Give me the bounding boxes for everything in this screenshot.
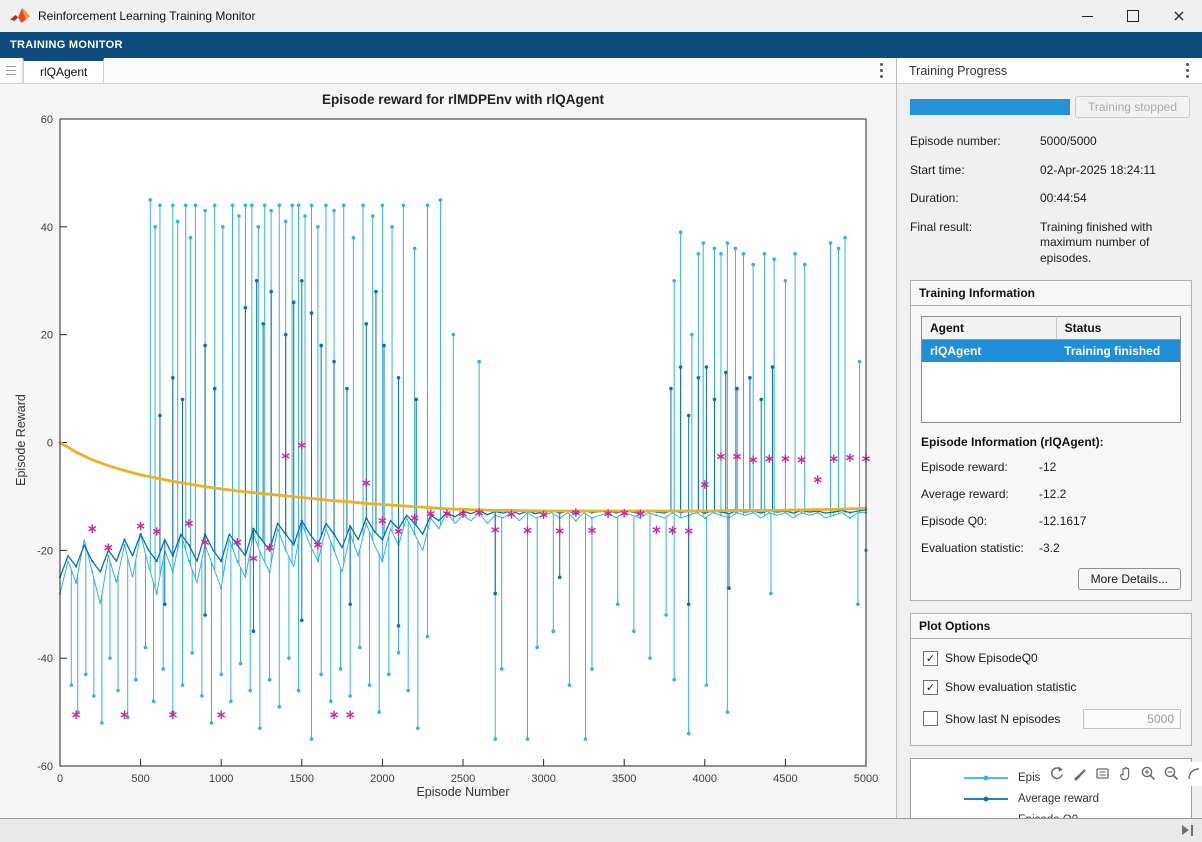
ribbon-tab-training-monitor[interactable]: TRAINING MONITOR [10, 39, 123, 51]
last-n-episodes-input[interactable] [1083, 709, 1181, 729]
brush-icon[interactable] [1068, 764, 1091, 784]
plot-options-header: Plot Options [911, 614, 1191, 639]
window-title: Reinforcement Learning Training Monitor [38, 9, 255, 23]
training-reward-plot[interactable]: 0 500 1000 1500 2000 2500 3000 3500 4000 4500 5000… [0, 84, 897, 818]
zoom-in-icon[interactable] [1137, 764, 1160, 784]
svg-text:0: 0 [47, 438, 53, 450]
chart-pane: Episode reward for rlMDPEnv with rlQAgen… [0, 84, 896, 818]
tabstrip-kebab-icon[interactable] [880, 63, 884, 79]
panel-header: Training Progress [897, 58, 1202, 84]
option-show-episodeq0: Show EpisodeQ0 [923, 651, 1181, 666]
datatips-icon[interactable] [1091, 764, 1114, 784]
field-episode-reward: Episode reward: -12 [921, 460, 1181, 474]
svg-text:1500: 1500 [290, 773, 314, 785]
window-controls: × [1064, 0, 1202, 32]
svg-text:-20: -20 [37, 545, 53, 557]
ribbon-toolstrip: TRAINING MONITOR [0, 32, 1202, 58]
legend-item-average-reward: Average reward [911, 789, 1191, 810]
table-empty-area [922, 362, 1181, 423]
svg-text:60: 60 [41, 114, 53, 126]
show-evaluation-statistic-checkbox[interactable] [923, 680, 938, 695]
training-information-group: Training Information Agent Status rlQAge… [910, 280, 1192, 601]
main-content: rlQAgent Episode reward for rlMDPEnv wit… [0, 58, 1202, 818]
field-episode-number: Episode number: 5000/5000 [910, 134, 1192, 150]
field-start-time: Start time: 02-Apr-2025 18:24:11 [910, 163, 1192, 179]
close-icon: × [1172, 8, 1185, 24]
svg-text:2500: 2500 [451, 773, 475, 785]
progress-fill [910, 99, 1070, 115]
panel-body: Training stopped Episode number: 5000/50… [897, 84, 1202, 818]
panel-kebab-icon[interactable] [1186, 63, 1190, 79]
svg-text:3000: 3000 [531, 773, 555, 785]
more-details-button[interactable]: More Details... [1078, 568, 1181, 590]
legend-wrap: Episode reward Average reward Episode Q0… [910, 758, 1192, 818]
field-duration: Duration: 00:44:54 [910, 191, 1192, 207]
average-reward-line-swatch [963, 791, 1009, 807]
legend-item-episode-q0: Episode Q0 [911, 810, 1191, 818]
minimize-icon [1082, 16, 1093, 17]
clipped-toolbar-icon[interactable] [1183, 764, 1202, 784]
episode-information-title: Episode Information (rlQAgent): [921, 435, 1181, 449]
option-show-evaluation-statistic: Show evaluation statistic [923, 680, 1181, 695]
svg-text:500: 500 [131, 773, 149, 785]
app-window: { "window": {"title": "Reinforcement Lea… [0, 0, 1202, 842]
field-average-reward: Average reward: -12.2 [921, 487, 1181, 501]
matlab-logo-icon [10, 7, 30, 25]
show-last-n-episodes-checkbox[interactable] [923, 711, 938, 726]
svg-text:40: 40 [41, 222, 53, 234]
option-show-last-n-episodes: Show last N episodes [923, 709, 1181, 729]
tabstrip-grip-icon[interactable] [0, 58, 23, 83]
field-evaluation-statistic: Evaluation statistic: -3.2 [921, 541, 1181, 555]
agent-status-table: Agent Status rlQAgent Training finished [921, 316, 1181, 423]
progress-row: Training stopped [910, 96, 1192, 118]
svg-text:5000: 5000 [854, 773, 878, 785]
svg-text:1000: 1000 [209, 773, 233, 785]
training-stopped-button[interactable]: Training stopped [1075, 96, 1190, 118]
svg-text:-60: -60 [37, 761, 53, 773]
minimize-button[interactable] [1064, 0, 1110, 32]
svg-text:4500: 4500 [773, 773, 797, 785]
plot-options-group: Plot Options Show EpisodeQ0 Show evaluat… [910, 613, 1192, 746]
svg-text:20: 20 [41, 330, 53, 342]
zoom-out-icon[interactable] [1160, 764, 1183, 784]
table-row-rlqagent[interactable]: rlQAgent Training finished [922, 339, 1181, 362]
training-information-header: Training Information [911, 281, 1191, 306]
svg-text:2000: 2000 [370, 773, 394, 785]
field-episode-q0: Episode Q0: -12.1617 [921, 514, 1181, 528]
column-header-agent: Agent [922, 316, 1057, 339]
expand-panel-icon[interactable] [1182, 825, 1194, 836]
svg-text:0: 0 [57, 773, 63, 785]
panel-title: Training Progress [909, 64, 1007, 78]
restore-view-icon[interactable] [1045, 764, 1068, 784]
document-area: rlQAgent Episode reward for rlMDPEnv wit… [0, 58, 897, 818]
episode-reward-line-swatch [963, 770, 1009, 786]
axes-toolbar [1040, 762, 1202, 786]
progress-bar [910, 99, 1070, 115]
svg-text:3500: 3500 [612, 773, 636, 785]
show-episodeq0-checkbox[interactable] [923, 651, 938, 666]
svg-text:4000: 4000 [693, 773, 717, 785]
document-tab-strip: rlQAgent [0, 58, 896, 84]
training-progress-panel: Training Progress Training stopped Episo… [897, 58, 1202, 818]
pan-icon[interactable] [1114, 764, 1137, 784]
svg-text:-40: -40 [37, 653, 53, 665]
field-final-result: Final result: Training finished with max… [910, 220, 1192, 267]
status-bar [0, 818, 1202, 842]
maximize-button[interactable] [1110, 0, 1156, 32]
column-header-status: Status [1056, 316, 1180, 339]
close-button[interactable]: × [1156, 0, 1202, 32]
title-bar: Reinforcement Learning Training Monitor … [0, 0, 1202, 32]
tab-rlqagent[interactable]: rlQAgent [23, 58, 104, 83]
maximize-icon [1127, 10, 1139, 22]
